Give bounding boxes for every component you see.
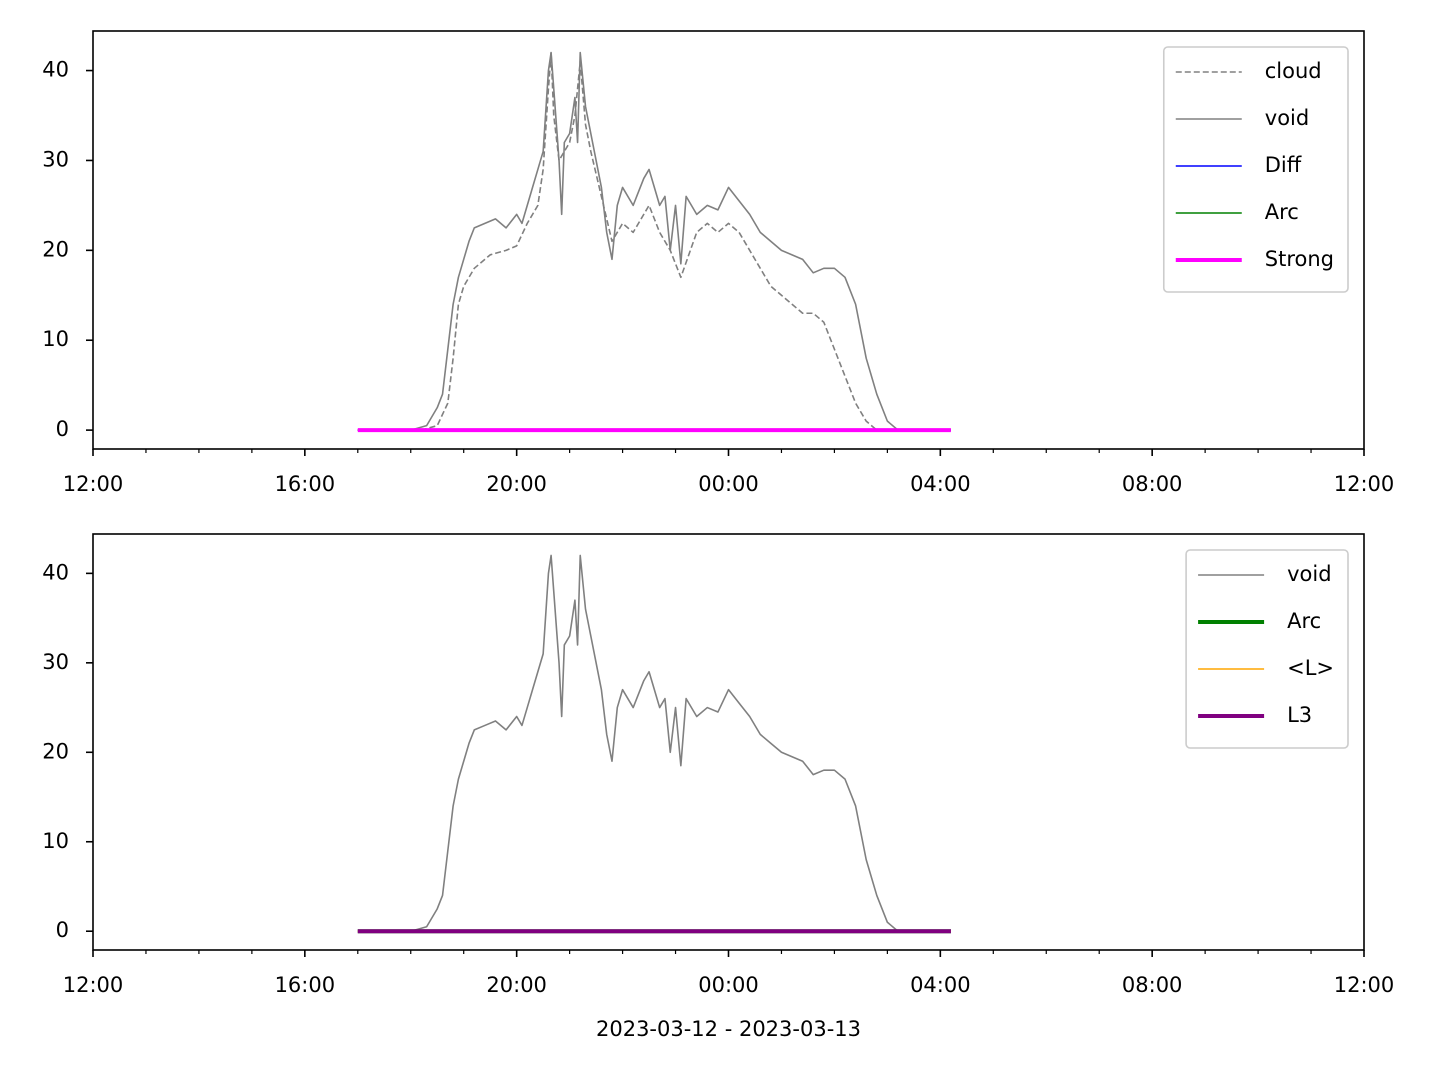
legend-label: Diff: [1265, 153, 1302, 177]
y-tick-label: 0: [56, 417, 69, 441]
x-tick-label: 16:00: [275, 973, 336, 997]
x-tick-label: 12:00: [1334, 973, 1395, 997]
x-tick-label: 12:00: [63, 973, 124, 997]
y-tick-label: 30: [42, 650, 69, 674]
plot-lines: [357, 51, 951, 433]
legend-label: void: [1287, 562, 1331, 586]
legend-label: Arc: [1287, 609, 1321, 633]
legend: void Arc <L> L3: [1185, 549, 1349, 749]
x-tick-label: 00:00: [698, 973, 759, 997]
y-tick-label: 30: [42, 147, 69, 171]
legend-label: cloud: [1265, 59, 1322, 83]
series-line: [357, 554, 899, 933]
legend-label: L3: [1287, 703, 1312, 727]
plot-lines: [357, 554, 951, 934]
legend-label: <L>: [1287, 656, 1334, 680]
y-tick-label: 20: [42, 739, 69, 763]
series-line: [357, 51, 899, 431]
legend: cloud void Diff Arc Strong: [1162, 46, 1349, 293]
legend-label: Strong: [1265, 247, 1334, 271]
subplot: 0 10 20 30 40 12:00 16:00 20:00 00:00 04:00 08:00 1…: [42, 533, 1395, 1041]
x-tick-label: 20:00: [486, 973, 547, 997]
x-tick-label: 08:00: [1122, 472, 1183, 496]
x-axis-label: 2023-03-12 - 2023-03-13: [596, 1017, 861, 1041]
y-tick-label: 10: [42, 327, 69, 351]
y-tick-label: 40: [42, 58, 69, 82]
x-tick-label: 16:00: [275, 472, 336, 496]
x-tick-label: 04:00: [910, 472, 971, 496]
x-tick-label: 08:00: [1122, 973, 1183, 997]
y-tick-label: 40: [42, 560, 69, 584]
y-tick-label: 20: [42, 237, 69, 261]
legend-box: [1185, 549, 1349, 749]
legend-box: [1162, 46, 1349, 293]
legend-label: void: [1265, 106, 1309, 130]
x-tick-label: 12:00: [63, 472, 124, 496]
y-tick-label: 10: [42, 829, 69, 853]
x-tick-label: 00:00: [698, 472, 759, 496]
series-line: [357, 51, 898, 431]
axes-frame: [92, 533, 1365, 951]
subplot: 0 10 20 30 40 12:00 16:00 20:00 00:00 04:00 08:00 1…: [42, 30, 1395, 496]
x-tick-label: 20:00: [486, 472, 547, 496]
x-tick-label: 12:00: [1334, 472, 1395, 496]
y-tick-label: 0: [56, 918, 69, 942]
x-tick-label: 04:00: [910, 973, 971, 997]
legend-label: Arc: [1265, 200, 1299, 224]
